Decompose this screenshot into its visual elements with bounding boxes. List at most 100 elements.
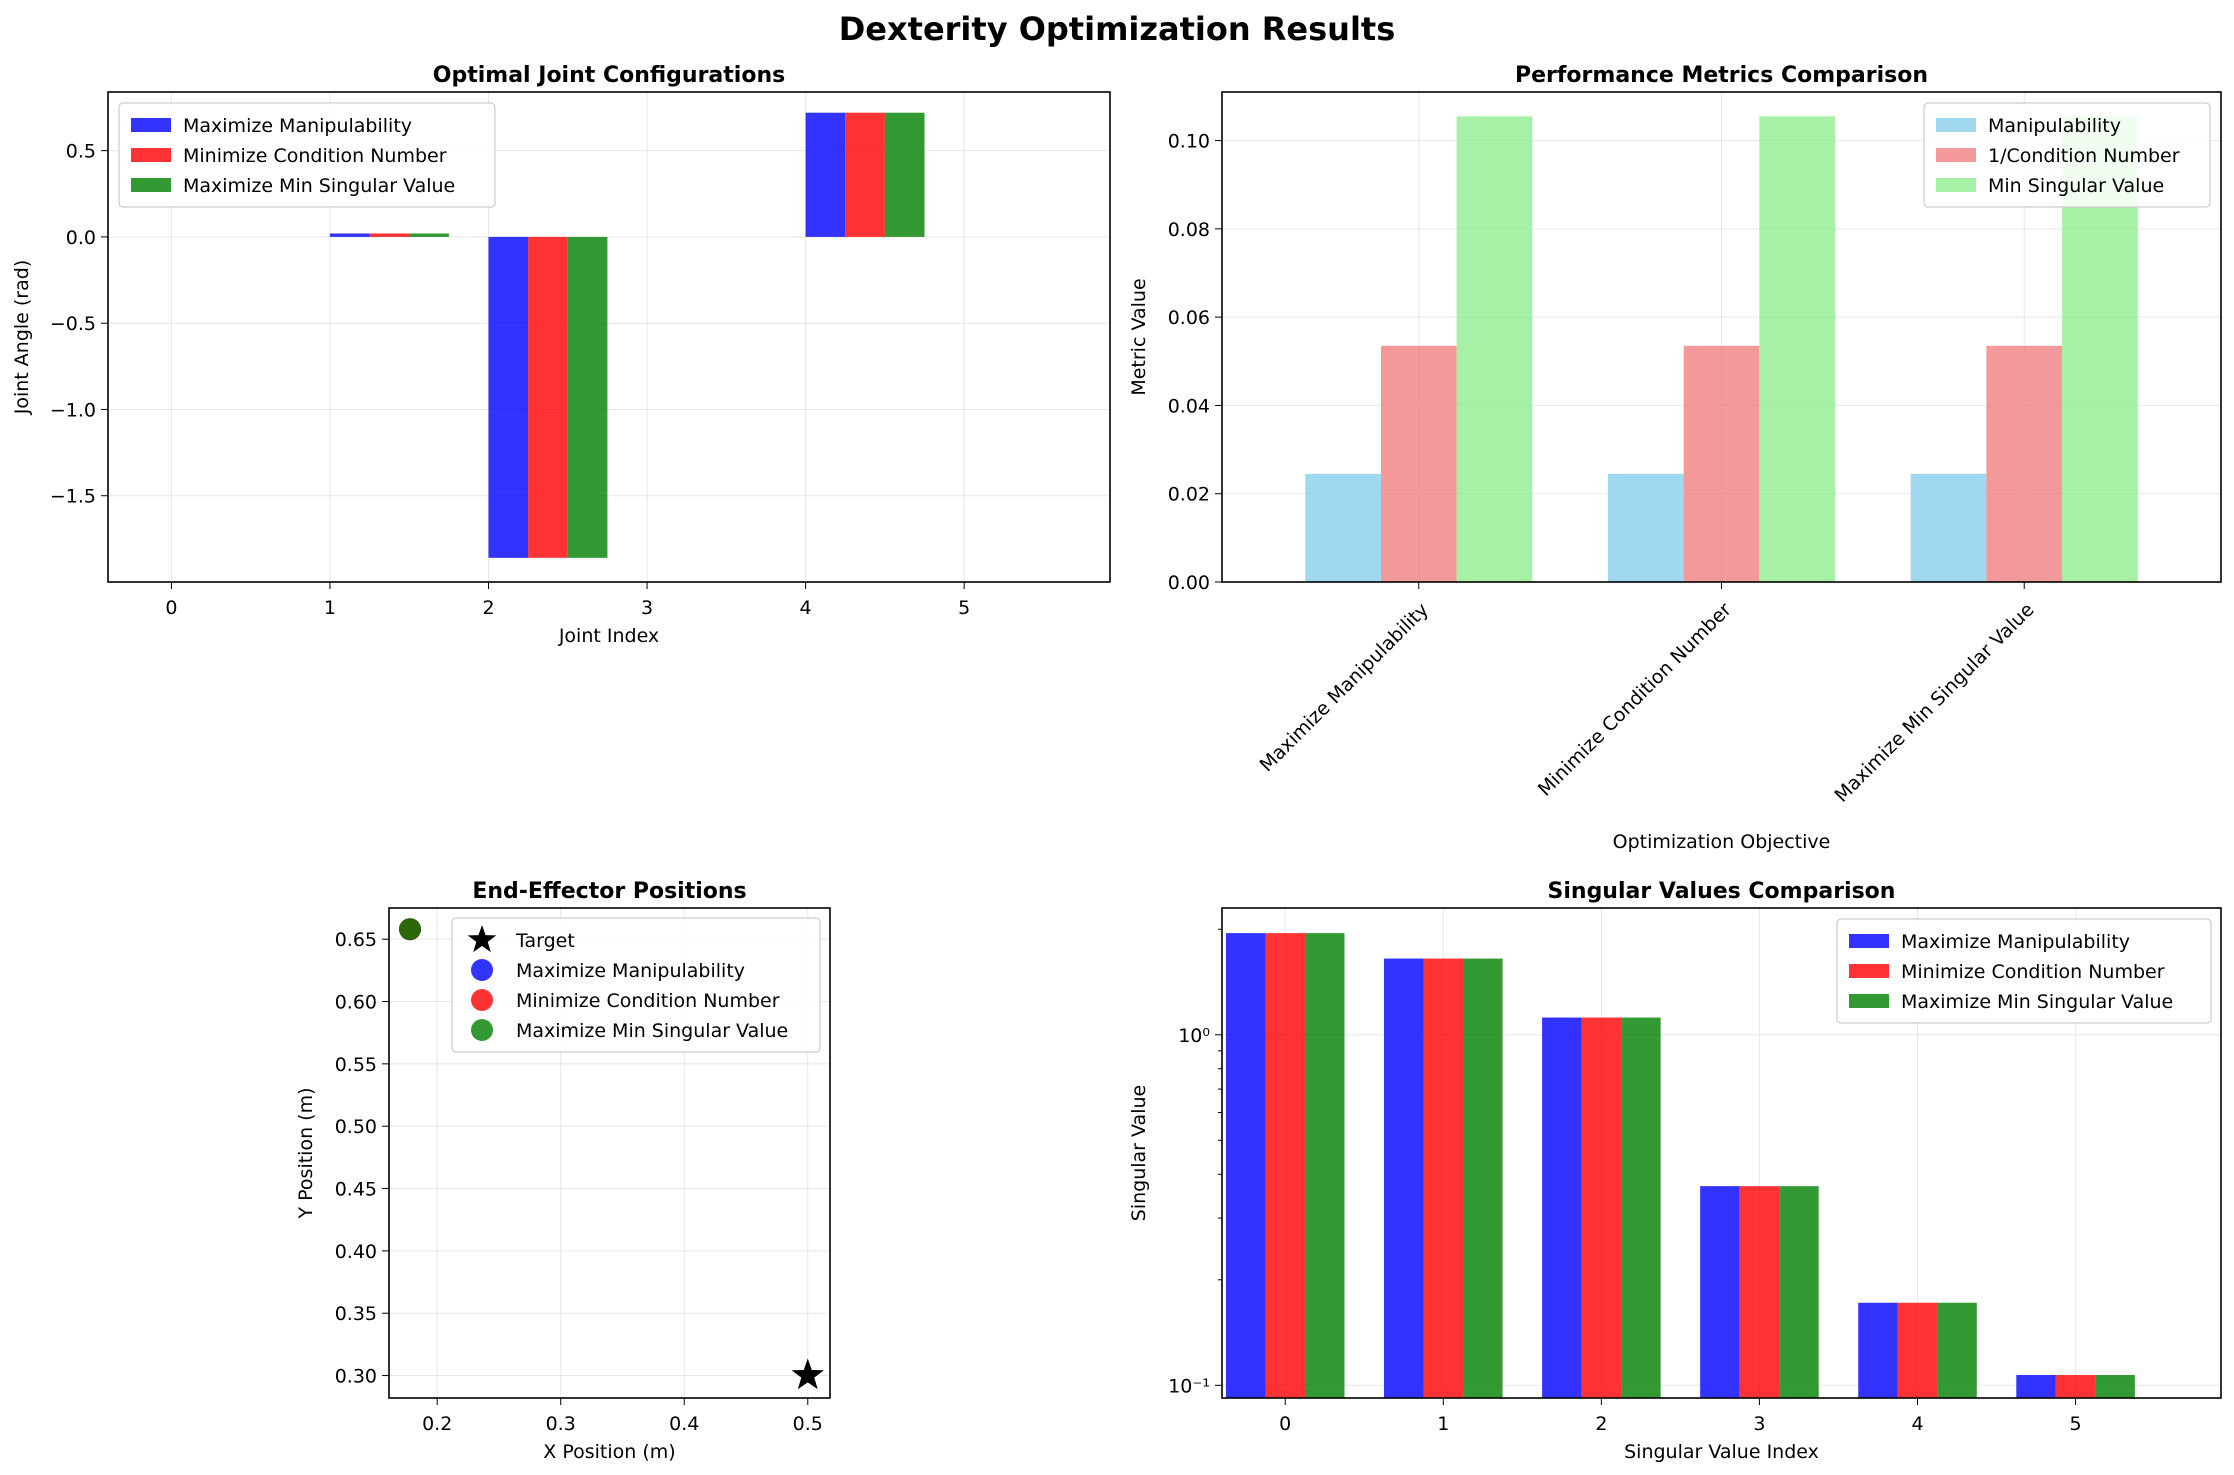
positions-title: End-Effector Positions <box>472 879 746 904</box>
joints-legend-label: Maximize Min Singular Value <box>183 175 455 197</box>
singular-xlabel: Singular Value Index <box>1624 1441 1819 1463</box>
x-tick-label: 1 <box>1437 1413 1449 1435</box>
positions-legend-marker <box>471 989 493 1011</box>
singular-values-chart: 0 1 2 3 4 5 10⁰ 10⁻¹ Singular Values Comparison S… <box>1128 879 2222 1463</box>
x-tick-label: 0.4 <box>669 1413 699 1435</box>
metrics-legend-swatch <box>1936 178 1976 192</box>
singular-title: Singular Values Comparison <box>1548 879 1896 904</box>
bar <box>369 233 410 237</box>
bar <box>1380 345 1457 582</box>
x-tick-label: 0.3 <box>546 1413 576 1435</box>
y-tick-label: 0.04 <box>1168 395 1210 417</box>
joints-legend-box <box>118 102 496 208</box>
x-tick-label: 2 <box>1595 1413 1607 1435</box>
bar <box>1607 473 1684 582</box>
bar <box>528 236 568 558</box>
x-tick-label: 0 <box>1279 1413 1291 1435</box>
bar <box>2016 1375 2056 1398</box>
x-tick-label: 0.2 <box>422 1413 452 1435</box>
singular-legend-swatch <box>1849 934 1889 948</box>
y-tick-label: 0.02 <box>1168 484 1210 506</box>
bar <box>1265 933 1305 1398</box>
joint-config-chart: 0 1 2 3 4 5 0.5 0.0 −0.5 −1.0 −1.5 Optimal Joint Co… <box>11 63 1111 647</box>
positions-frame <box>388 907 831 1399</box>
x-tick-label: 4 <box>1911 1413 1923 1435</box>
singular-legend-swatch <box>1849 994 1889 1008</box>
bar <box>1759 116 1836 582</box>
bar <box>1305 473 1381 582</box>
positions-legend-marker <box>467 925 497 953</box>
metrics-ylabel: Metric Value <box>1128 278 1150 395</box>
y-tick-label: 0.00 <box>1168 572 1210 594</box>
y-tick-label: 0.08 <box>1168 219 1210 241</box>
joints-legend-label: Maximize Manipulability <box>183 115 412 137</box>
positions-legend-label: Maximize Min Singular Value <box>516 1020 788 1042</box>
bar <box>2055 1375 2096 1398</box>
bar <box>488 236 529 558</box>
bar <box>1423 958 1464 1398</box>
positions-legend-label: Target <box>515 930 575 952</box>
joints-legend-swatch <box>131 118 171 132</box>
y-tick-label: 10⁻¹ <box>1168 1375 1210 1397</box>
y-tick-label: 0.35 <box>335 1303 377 1325</box>
y-tick-label: 0.10 <box>1168 131 1210 153</box>
positions-legend-label: Minimize Condition Number <box>516 990 780 1012</box>
positions-xlabel: X Position (m) <box>543 1441 675 1463</box>
bar <box>1463 958 1503 1398</box>
joints-ylabel: Joint Angle (rad) <box>11 260 33 416</box>
y-tick-label: 0.65 <box>335 929 377 951</box>
x-tick-label: 0.5 <box>793 1413 823 1435</box>
target-marker <box>791 1358 824 1390</box>
x-tick-label: 3 <box>1753 1413 1765 1435</box>
metrics-legend-label: 1/Condition Number <box>1988 145 2180 167</box>
singular-legend-swatch <box>1849 964 1889 978</box>
bar <box>1700 1186 1740 1398</box>
y-tick-label: 0.5 <box>66 141 96 163</box>
metrics-legend-swatch <box>1936 118 1976 132</box>
bar <box>1683 345 1760 582</box>
bar <box>2095 1375 2135 1398</box>
y-tick-label: −1.5 <box>50 486 96 508</box>
bar <box>1897 1302 1938 1398</box>
y-tick-label: 0.30 <box>335 1366 377 1388</box>
x-tick-label: 3 <box>641 597 653 619</box>
joints-legend-swatch <box>131 148 171 162</box>
bar <box>329 233 370 237</box>
bar <box>1858 1302 1898 1398</box>
bar <box>1621 1017 1661 1398</box>
bar <box>1456 116 1533 582</box>
x-tick-label: 0 <box>165 597 177 619</box>
positions-legend-label: Maximize Manipulability <box>516 960 745 982</box>
singular-ylabel: Singular Value <box>1128 1085 1150 1221</box>
metrics-legend-label: Min Singular Value <box>1988 175 2164 197</box>
bar <box>1910 473 1987 582</box>
bar <box>1304 933 1345 1398</box>
bar <box>1384 958 1424 1398</box>
x-tick-label: 5 <box>2070 1413 2082 1435</box>
y-tick-label: 0.40 <box>335 1241 377 1263</box>
joints-title: Optimal Joint Configurations <box>433 63 785 88</box>
bar <box>884 112 925 237</box>
joints-frame <box>107 91 1111 583</box>
x-tick-label: 4 <box>800 597 812 619</box>
x-tick-label: 2 <box>482 597 494 619</box>
metrics-title: Performance Metrics Comparison <box>1515 63 1928 88</box>
bar <box>1225 933 1266 1398</box>
position-marker <box>399 918 421 941</box>
bar <box>805 112 846 237</box>
joints-legend-label: Minimize Condition Number <box>183 145 447 167</box>
joints-xlabel: Joint Index <box>558 625 659 647</box>
bar <box>1739 1186 1780 1398</box>
metrics-legend-box <box>1923 102 2211 208</box>
singular-frame <box>1221 907 2222 1399</box>
metrics-xlabel: Optimization Objective <box>1613 831 1831 853</box>
y-tick-label: −1.0 <box>50 399 96 421</box>
positions-ylabel: Y Position (m) <box>295 1088 317 1220</box>
singular-legend-label: Maximize Min Singular Value <box>1901 991 2173 1013</box>
metrics-legend-label: Manipulability <box>1988 115 2121 137</box>
x-tick-label: 5 <box>958 597 970 619</box>
metrics-legend-swatch <box>1936 148 1976 162</box>
y-tick-label: 0.06 <box>1168 307 1210 329</box>
bar <box>409 233 449 237</box>
